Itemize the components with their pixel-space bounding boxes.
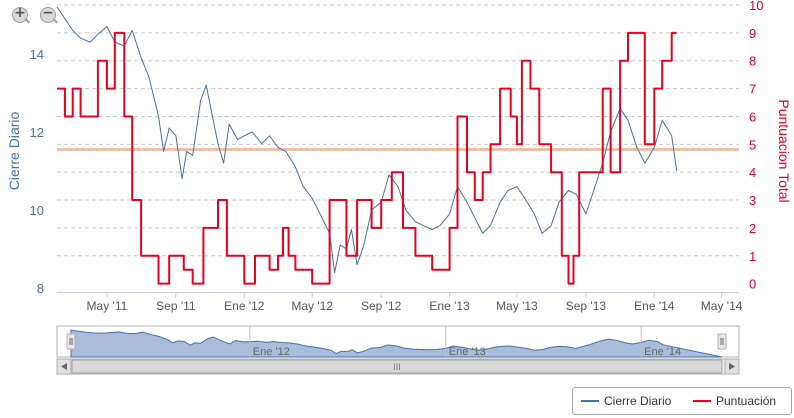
- x-tick-label: May '11: [87, 299, 128, 313]
- navigator-tick-label: Ene '12: [253, 346, 290, 358]
- x-tick-label: Ene '14: [634, 299, 675, 313]
- legend: Cierre Diario Puntuación: [572, 387, 792, 415]
- scrollbar-thumb: [71, 359, 723, 374]
- right-tick-label: 10: [749, 0, 763, 13]
- series-lines: [56, 6, 678, 285]
- legend-label: Cierre Diario: [604, 394, 672, 408]
- legend-item-puntuacion[interactable]: Puntuación: [693, 394, 776, 408]
- left-axis-title: Cierre Diario: [6, 112, 22, 191]
- gridlines: [57, 4, 739, 257]
- navigator-handle: [66, 333, 76, 350]
- left-tick-label: 14: [30, 47, 44, 62]
- right-tick-label: 6: [749, 109, 756, 124]
- zoom-in-icon[interactable]: +: [12, 5, 28, 23]
- navigator-tick-label: Ene '14: [644, 346, 681, 358]
- cierre-diario-series-line: [56, 6, 678, 273]
- zoom-out-icon[interactable]: −: [40, 5, 56, 23]
- left-tick-label: 12: [30, 125, 44, 140]
- x-tick-label: Ene '12: [224, 299, 265, 313]
- right-tick-label: 0: [749, 277, 756, 292]
- puntuacion-series-line: [57, 31, 677, 285]
- right-tick-label: 9: [749, 26, 756, 41]
- scrollbar-grip: III: [393, 362, 401, 372]
- x-tick-label: Sep '12: [361, 299, 402, 313]
- navigator-tick-label: Ene '13: [449, 346, 486, 358]
- legend-item-cierre-diario[interactable]: Cierre Diario: [581, 394, 671, 408]
- right-tick-label: 2: [749, 221, 756, 236]
- right-tick-label: 4: [749, 165, 756, 180]
- right-tick-label: 8: [749, 54, 756, 69]
- navigator[interactable]: Ene '12 Ene '13 Ene '14 III: [56, 325, 740, 375]
- right-tick-label: 5: [749, 137, 756, 152]
- legend-swatch-icon: [693, 400, 711, 402]
- scroll-right-arrow-icon: [729, 363, 735, 370]
- legend-swatch-icon: [581, 400, 599, 402]
- legend-label: Puntuación: [716, 394, 777, 408]
- x-tick-label: Sep '11: [156, 299, 196, 313]
- right-tick-label: 7: [749, 82, 756, 97]
- scroll-left-arrow-icon: [61, 363, 67, 370]
- x-tick-label: May '14: [701, 299, 743, 313]
- left-tick-label: 8: [37, 281, 44, 296]
- x-tick-label: Sep '13: [566, 299, 607, 313]
- x-tick-label: Ene '13: [429, 299, 470, 313]
- right-axis-title: Puntuacion Total: [776, 99, 792, 202]
- navigator-area: [70, 329, 723, 358]
- x-tick-label: May '12: [291, 299, 333, 313]
- left-tick-label: 10: [30, 203, 44, 218]
- navigator-handle: [717, 333, 727, 350]
- right-tick-label: 3: [749, 193, 756, 208]
- x-tick-label: May '13: [496, 299, 538, 313]
- right-tick-label: 1: [749, 249, 756, 264]
